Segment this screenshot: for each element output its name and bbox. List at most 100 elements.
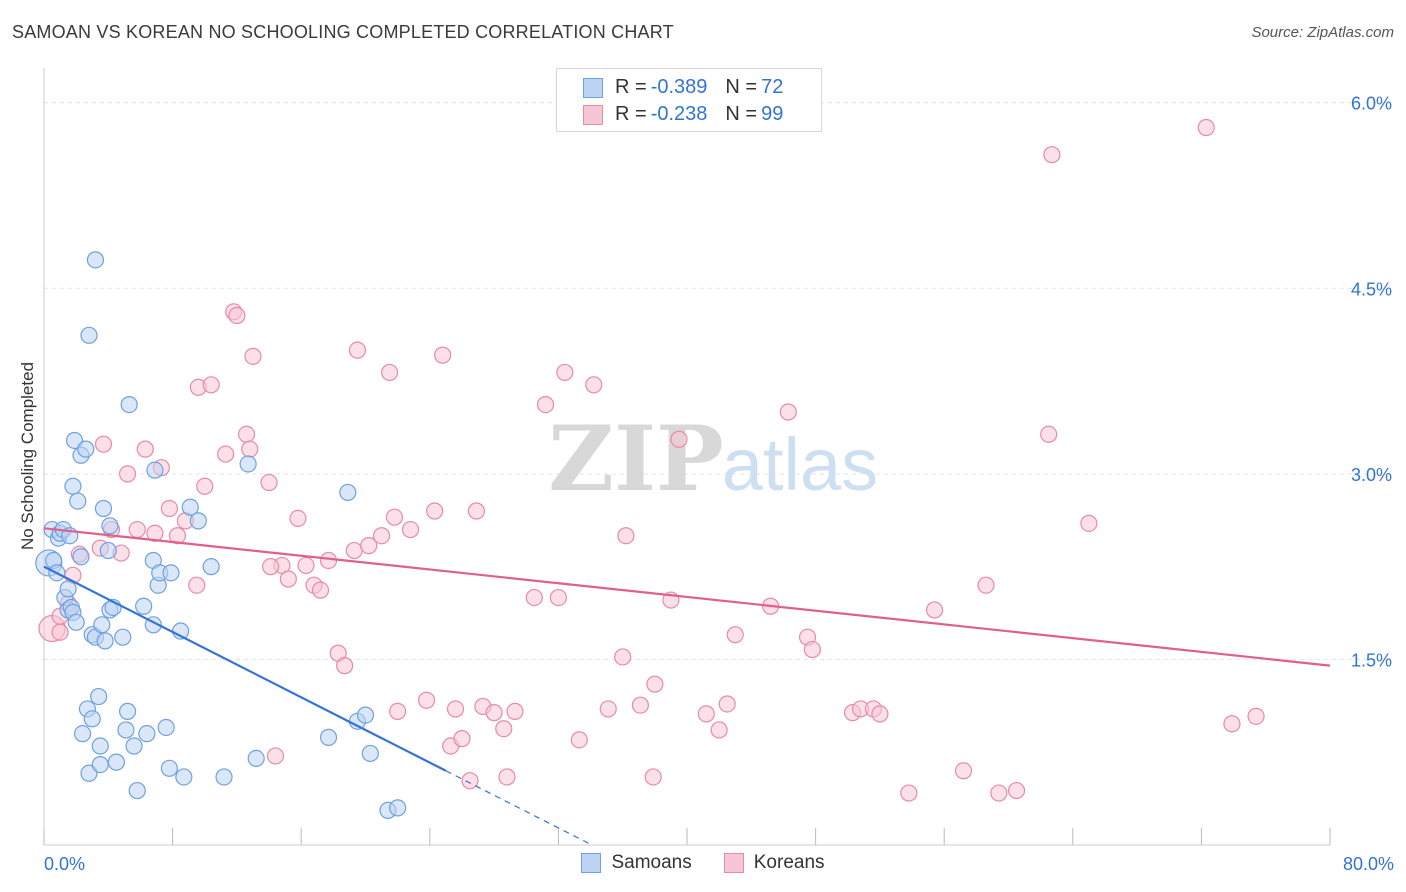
data-point: [646, 675, 664, 693]
data-point: [80, 326, 98, 344]
n-label: N =: [725, 76, 758, 98]
data-point: [871, 705, 889, 723]
legend-label-samoans: Samoans: [611, 852, 692, 873]
data-point: [525, 588, 543, 607]
data-point: [311, 581, 330, 599]
data-point: [401, 520, 420, 539]
samoans-swatch: [581, 853, 602, 873]
data-point: [80, 764, 98, 782]
data-point: [389, 702, 407, 720]
data-point: [345, 541, 363, 560]
data-point: [239, 455, 257, 473]
data-point: [202, 558, 220, 576]
data-point: [94, 499, 113, 518]
data-point: [217, 445, 235, 463]
data-point: [125, 737, 143, 755]
data-point: [1040, 425, 1058, 443]
data-point: [128, 520, 146, 539]
data-point: [73, 725, 92, 743]
y-tick-label: 6.0%: [1351, 94, 1392, 114]
r-value: -0.238: [650, 103, 708, 125]
data-point: [241, 440, 259, 458]
data-point: [120, 395, 138, 414]
data-point: [228, 306, 246, 325]
r-value: -0.389: [650, 76, 708, 98]
samoans-swatch: [583, 77, 603, 98]
data-point: [101, 517, 119, 535]
r-label: R =: [615, 103, 647, 125]
data-point: [215, 768, 233, 786]
legend-row-koreans: R = -0.238 N = 99: [583, 103, 783, 126]
data-point: [146, 461, 164, 479]
data-point: [631, 696, 649, 714]
legend-row-samoans: R = -0.389 N = 72: [583, 76, 783, 99]
data-point: [453, 730, 471, 748]
data-point: [99, 541, 117, 560]
data-point: [128, 781, 146, 800]
source-label: Source: ZipAtlas.com: [1251, 24, 1394, 41]
data-point: [157, 718, 175, 737]
data-point: [360, 537, 378, 555]
data-point: [426, 502, 444, 520]
x-tick-label: 0.0%: [44, 854, 85, 874]
data-point: [718, 695, 736, 713]
data-point: [244, 347, 262, 365]
samoans-points: [35, 251, 407, 819]
data-point: [91, 737, 109, 755]
data-point: [319, 551, 338, 570]
data-point: [96, 632, 114, 650]
koreans-swatch: [583, 104, 603, 125]
chart-title: SAMOAN VS KOREAN NO SCHOOLING COMPLETED …: [12, 22, 674, 42]
data-point: [977, 576, 995, 594]
watermark-atlas: atlas: [722, 423, 878, 506]
trend-line: [43, 527, 1331, 667]
data-point: [114, 628, 132, 646]
data-point: [670, 430, 688, 448]
data-point: [1007, 781, 1026, 800]
data-point: [348, 341, 367, 359]
data-point: [117, 721, 135, 739]
data-point: [94, 435, 113, 453]
data-point: [599, 700, 617, 718]
legend-label-koreans: Koreans: [753, 852, 825, 873]
data-point: [93, 616, 111, 634]
data-point: [69, 492, 87, 510]
trend-line-extension: [445, 770, 591, 845]
x-tick-label: 80.0%: [1343, 854, 1394, 874]
data-point: [188, 576, 206, 594]
data-point: [617, 527, 635, 545]
data-point: [385, 508, 404, 526]
data-point: [135, 597, 153, 615]
y-tick-label: 1.5%: [1351, 650, 1392, 670]
data-point: [361, 744, 379, 763]
data-point: [90, 687, 108, 706]
legend-item-samoans[interactable]: Samoans: [581, 852, 692, 874]
data-point: [289, 509, 307, 528]
data-point: [779, 403, 797, 421]
data-point: [614, 648, 632, 666]
data-point: [389, 799, 407, 817]
tick-labels: 1.5% 3.0% 4.5% 6.0% 0.0% 80.0%: [44, 94, 1394, 874]
data-point: [237, 425, 256, 443]
data-point: [83, 710, 101, 728]
data-point: [1247, 707, 1265, 725]
data-point: [175, 768, 193, 786]
data-point: [72, 548, 90, 566]
data-point: [260, 473, 278, 492]
legend-item-koreans[interactable]: Koreans: [723, 852, 825, 874]
data-point: [461, 772, 479, 790]
data-point: [59, 580, 77, 598]
data-point: [644, 768, 662, 786]
data-point: [181, 498, 199, 516]
data-point: [498, 768, 516, 786]
data-point: [536, 395, 555, 414]
watermark-zip: ZIP: [548, 406, 723, 512]
data-point: [118, 465, 137, 483]
data-point: [506, 702, 524, 720]
koreans-swatch: [723, 853, 744, 873]
data-point: [65, 431, 84, 450]
data-point: [266, 747, 285, 765]
r-label: R =: [615, 76, 647, 98]
data-point: [77, 440, 95, 458]
